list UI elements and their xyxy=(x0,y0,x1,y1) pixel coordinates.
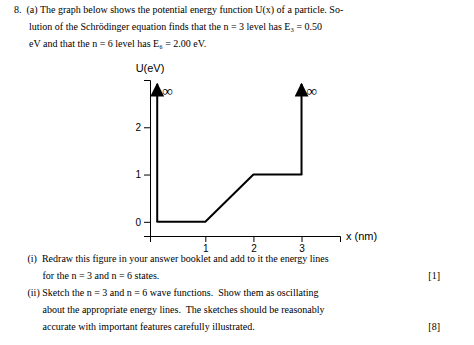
y-tick-label: 2 xyxy=(135,122,141,133)
figure: 8. (a) The graph below shows the potenti… xyxy=(0,0,474,345)
y-tick-label: 0 xyxy=(135,217,141,228)
x-tick-mark xyxy=(302,236,303,242)
x-axis: 1 2 3 xyxy=(151,236,341,254)
y-tick-mark xyxy=(144,175,150,176)
annotation: (ii) Sketch the n = 3 and n = 6 wave fun… xyxy=(20,287,318,299)
mark-count: [1] xyxy=(428,270,440,281)
x-tick-mark xyxy=(205,236,206,242)
title-line: eV and that the n = 6 level has E₆ = 2.0… xyxy=(14,38,206,49)
potential-line xyxy=(157,175,301,222)
y-axis: 0 1 2 xyxy=(135,81,150,237)
x-tick: 2 xyxy=(251,236,257,254)
annotation: for the n = 3 and n = 6 states. xyxy=(20,270,159,281)
annotation: (i) Redraw this figure in your answer bo… xyxy=(20,253,329,265)
x-axis-line xyxy=(151,237,341,243)
y-tick-label: 1 xyxy=(135,169,141,180)
wall-arrow xyxy=(156,84,158,222)
title-line: 8. (a) The graph below shows the potenti… xyxy=(14,4,343,16)
title-line: lution of the Schrödinger equation finds… xyxy=(14,21,322,32)
y-axis-line xyxy=(144,81,151,237)
wall-label: ∞ xyxy=(162,83,173,99)
wall-arrow xyxy=(301,84,303,175)
annotations: (i) Redraw this figure in your answer bo… xyxy=(20,253,440,332)
y-tick: 0 xyxy=(135,217,150,228)
x-axis-label: x (nm) xyxy=(346,230,377,242)
x-tick: 1 xyxy=(203,236,209,254)
plot-area xyxy=(157,84,301,222)
y-axis-label: U(eV) xyxy=(136,62,165,74)
x-tick: 3 xyxy=(299,236,305,254)
y-tick: 1 xyxy=(135,169,150,180)
mark-count: [8] xyxy=(428,321,440,332)
annotation: about the appropriate energy lines. The … xyxy=(20,304,325,315)
title: 8. (a) The graph below shows the potenti… xyxy=(14,4,343,49)
y-tick: 2 xyxy=(135,122,150,133)
annotation: accurate with important features careful… xyxy=(20,321,255,332)
y-tick-mark xyxy=(144,127,150,128)
y-tick-mark xyxy=(144,222,150,223)
wall-label: ∞ xyxy=(307,83,318,99)
x-tick-mark xyxy=(253,236,254,242)
